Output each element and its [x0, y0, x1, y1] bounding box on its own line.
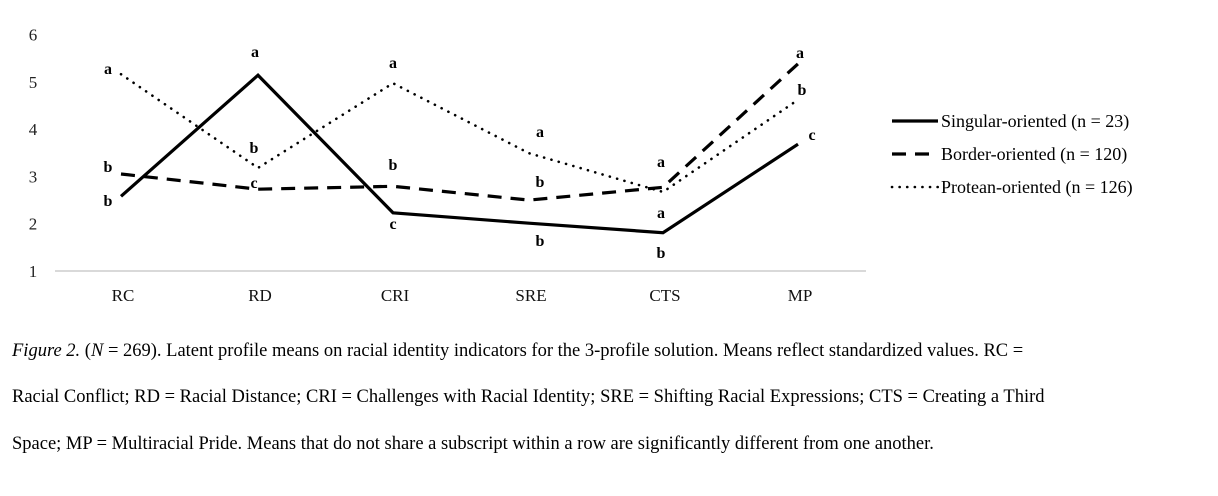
x-category-label: RD — [248, 286, 272, 305]
x-axis-categories: RC RD CRI SRE CTS MP — [112, 286, 813, 305]
subscript-label: b — [104, 193, 113, 210]
legend-label-protean: Protean-oriented (n = 126) — [941, 177, 1133, 198]
y-tick-label: 5 — [29, 73, 38, 92]
legend-label-border: Border-oriented (n = 120) — [941, 144, 1127, 165]
subscript-label: a — [657, 205, 665, 222]
series-line-dashed — [120, 62, 800, 202]
legend: Singular-oriented (n = 23) Border-orient… — [890, 111, 1133, 198]
y-axis-ticks: 1 2 3 4 5 6 — [29, 26, 38, 282]
subscript-label: b — [389, 157, 398, 174]
legend-label-singular: Singular-oriented (n = 23) — [941, 111, 1129, 132]
x-category-label: CTS — [649, 286, 680, 305]
subscript-label: a — [796, 45, 804, 62]
x-category-label: RC — [112, 286, 135, 305]
y-tick-label: 4 — [29, 120, 38, 139]
caption-n-symbol: N — [90, 341, 104, 361]
caption-n-open: ( — [80, 341, 91, 361]
subscript-label: a — [657, 154, 665, 171]
subscript-label: b — [798, 82, 807, 99]
subscript-label: c — [808, 127, 815, 144]
subscript-label: a — [251, 44, 259, 61]
subscript-label: c — [250, 175, 257, 192]
figure-caption-line-1: Figure 2. (N = 269). Latent profile mean… — [12, 340, 1212, 363]
x-category-label: MP — [788, 286, 813, 305]
caption-text-1: = 269). Latent profile means on racial i… — [103, 341, 1024, 361]
subscript-label: a — [104, 61, 112, 78]
y-tick-label: 2 — [29, 215, 38, 234]
figure-caption-line-2: Racial Conflict; RD = Racial Distance; C… — [12, 387, 1045, 407]
y-tick-label: 3 — [29, 167, 38, 186]
series-lines — [119, 62, 800, 235]
x-category-label: CRI — [381, 286, 410, 305]
figure-label: Figure 2. — [12, 341, 81, 361]
subscript-label: b — [536, 174, 545, 191]
series-line-solid — [119, 72, 799, 235]
x-category-label: SRE — [515, 286, 546, 305]
subscript-label: b — [250, 140, 259, 157]
figure-caption-line-3: Space; MP = Multiracial Pride. Means tha… — [12, 434, 934, 454]
subscript-label: b — [536, 233, 545, 250]
series-line-dotted — [119, 72, 800, 194]
subscript-label: b — [104, 159, 113, 176]
subscript-label: c — [389, 216, 396, 233]
y-tick-label: 6 — [29, 26, 38, 45]
y-tick-label: 1 — [29, 262, 38, 281]
subscript-label: a — [389, 55, 397, 72]
subscript-label: a — [536, 124, 544, 141]
subscript-label: b — [657, 245, 666, 262]
